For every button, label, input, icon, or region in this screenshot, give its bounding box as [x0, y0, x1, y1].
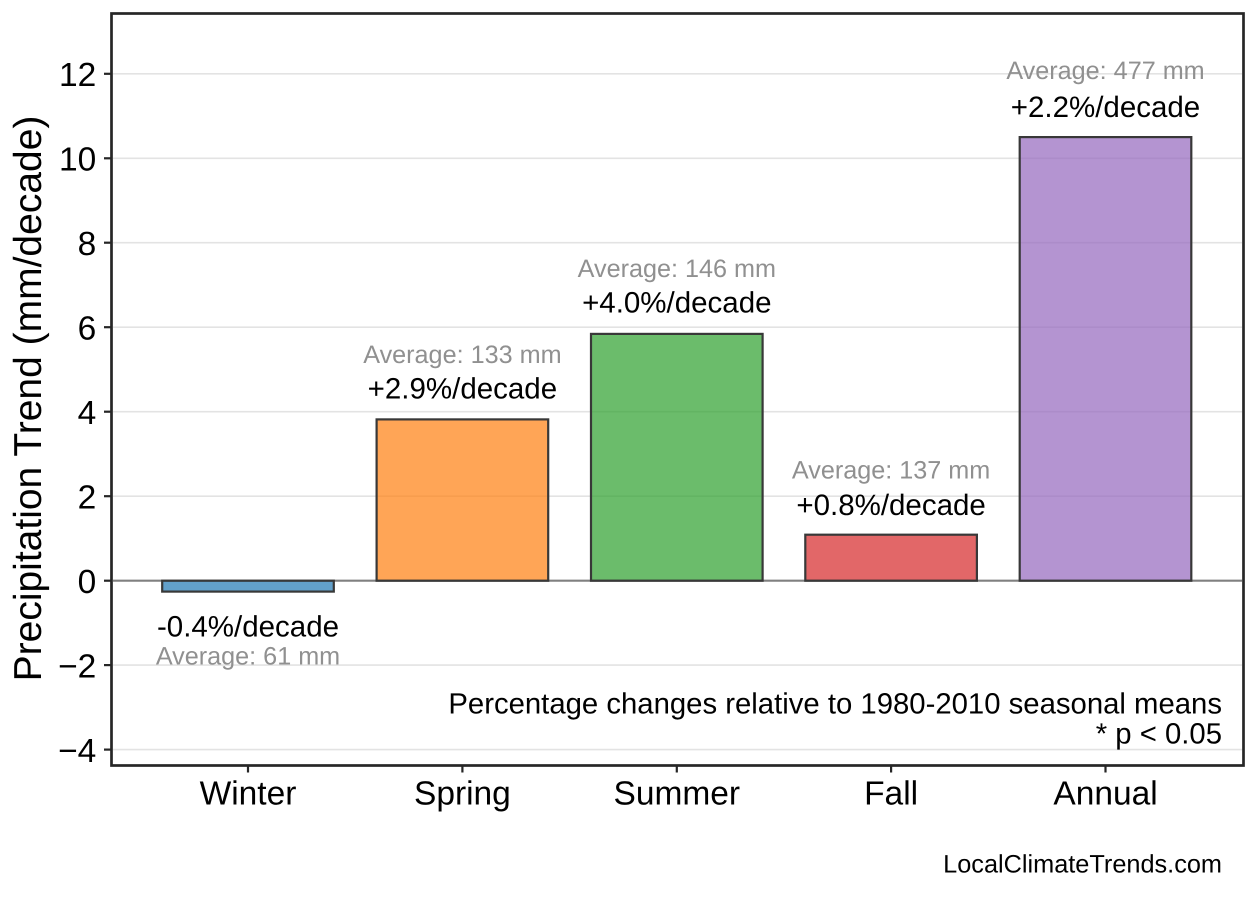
- svg-text:Average: 477 mm: Average: 477 mm: [1006, 57, 1204, 85]
- svg-text:LocalClimateTrends.com: LocalClimateTrends.com: [943, 850, 1222, 878]
- svg-text:Average: 146 mm: Average: 146 mm: [578, 255, 776, 283]
- svg-text:* p < 0.05: * p < 0.05: [1096, 718, 1222, 751]
- svg-text:Average: 137 mm: Average: 137 mm: [792, 457, 990, 485]
- svg-text:12: 12: [59, 57, 96, 94]
- svg-text:+0.8%/decade: +0.8%/decade: [796, 489, 985, 522]
- svg-text:−4: −4: [58, 733, 96, 770]
- svg-text:6: 6: [78, 310, 97, 347]
- svg-text:-0.4%/decade: -0.4%/decade: [157, 610, 339, 643]
- svg-text:Annual: Annual: [1053, 776, 1157, 813]
- svg-text:Average: 133 mm: Average: 133 mm: [363, 341, 561, 369]
- svg-text:−2: −2: [58, 648, 96, 685]
- svg-text:Spring: Spring: [414, 776, 511, 813]
- svg-text:0: 0: [78, 564, 97, 601]
- svg-text:Percentage changes relative to: Percentage changes relative to 1980-2010…: [448, 688, 1222, 721]
- svg-text:+2.2%/decade: +2.2%/decade: [1011, 91, 1200, 124]
- svg-text:+2.9%/decade: +2.9%/decade: [368, 373, 557, 406]
- svg-text:Average: 61 mm: Average: 61 mm: [156, 643, 340, 671]
- svg-text:2: 2: [78, 479, 97, 516]
- svg-text:+4.0%/decade: +4.0%/decade: [582, 287, 771, 320]
- svg-text:Precipitation Trend (mm/decade: Precipitation Trend (mm/decade): [7, 116, 50, 682]
- svg-text:Summer: Summer: [614, 776, 741, 813]
- svg-text:Fall: Fall: [864, 776, 918, 813]
- svg-text:10: 10: [59, 142, 96, 179]
- svg-text:8: 8: [78, 226, 97, 263]
- svg-text:4: 4: [78, 395, 97, 432]
- svg-text:Winter: Winter: [200, 776, 297, 813]
